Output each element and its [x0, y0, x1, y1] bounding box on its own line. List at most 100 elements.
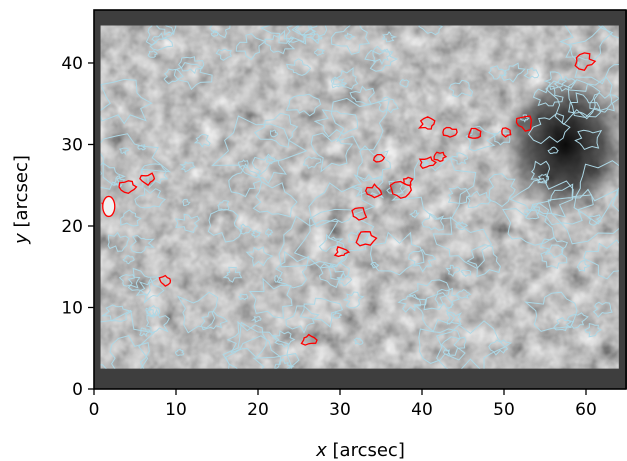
- brightness-contour: [146, 305, 161, 318]
- brightness-contour: [225, 335, 282, 369]
- bright-patch: [102, 195, 116, 218]
- brightness-contour: [409, 209, 420, 219]
- brightness-contour: [239, 223, 253, 235]
- brightness-contour: [176, 291, 219, 334]
- brightness-contour: [179, 161, 196, 173]
- brightness-contour: [245, 246, 274, 267]
- brightness-contour: [539, 237, 568, 259]
- brightness-contour: [523, 67, 540, 79]
- red-contour: [515, 115, 532, 132]
- brightness-contour: [285, 58, 312, 76]
- brightness-contour: [118, 147, 129, 156]
- brightness-contour: [107, 231, 130, 252]
- brightness-contour: [100, 162, 127, 190]
- brightness-contour: [250, 229, 262, 238]
- brightness-contour: [421, 212, 445, 231]
- brightness-contour: [465, 190, 492, 208]
- brightness-contour: [501, 62, 527, 83]
- y-axis-label-unit: [arcsec]: [11, 155, 32, 233]
- brightness-contour: [163, 68, 185, 85]
- red-contour: [417, 116, 436, 130]
- brightness-contour: [537, 173, 550, 184]
- brightness-contour: [215, 48, 233, 61]
- brightness-contour: [332, 311, 343, 319]
- red-contour: [418, 156, 437, 170]
- brightness-contour: [118, 274, 141, 289]
- red-contour: [139, 172, 156, 187]
- brightness-contour: [446, 311, 462, 326]
- brightness-contour: [527, 112, 571, 145]
- brightness-contour: [573, 160, 619, 225]
- brightness-contour: [252, 353, 300, 369]
- brightness-contour: [524, 204, 540, 220]
- red-contour: [442, 126, 458, 138]
- brightness-contour: [100, 309, 156, 369]
- brightness-contour: [584, 322, 603, 338]
- brightness-contour: [139, 327, 151, 338]
- brightness-contour: [100, 78, 153, 125]
- red-contour: [574, 52, 597, 71]
- brightness-contour: [455, 289, 472, 299]
- brightness-contour: [589, 92, 619, 113]
- brightness-contour: [113, 174, 126, 189]
- brightness-contour: [237, 159, 249, 168]
- brightness-contour: [130, 234, 156, 254]
- brightness-contour: [454, 221, 469, 231]
- brightness-contour: [211, 115, 308, 179]
- red-contour: [355, 231, 378, 247]
- red-contour: [402, 176, 414, 186]
- red-contour: [300, 333, 318, 346]
- brightness-contour: [353, 337, 364, 345]
- brightness-contour: [100, 304, 133, 322]
- brightness-contour: [566, 312, 589, 329]
- brightness-contour: [530, 160, 551, 184]
- red-contour: [501, 127, 512, 138]
- plot-frame: [93, 9, 627, 390]
- brightness-contour: [228, 163, 262, 198]
- brightness-contour: [333, 67, 359, 90]
- x-tick-label: 0: [89, 400, 100, 420]
- brightness-contour: [559, 25, 614, 61]
- x-tick-label: 20: [247, 400, 269, 420]
- brightness-contour: [330, 76, 348, 89]
- red-contour: [118, 180, 138, 195]
- brightness-contour: [207, 208, 243, 243]
- brightness-contour: [145, 308, 170, 334]
- intensity-image: [100, 25, 619, 369]
- brightness-contour: [465, 125, 498, 152]
- brightness-contour: [445, 264, 461, 278]
- axis-ticks: 0 10 20 30 40 50 60 0 10 20 30 40: [61, 54, 596, 420]
- brightness-contour: [318, 263, 345, 288]
- brightness-contour: [344, 32, 356, 40]
- brightness-contour: [576, 259, 591, 272]
- brightness-contour: [488, 65, 507, 80]
- brightness-contour: [253, 112, 299, 148]
- brightness-contour: [330, 25, 371, 55]
- brightness-contour: [222, 266, 243, 283]
- red-contour: [364, 183, 383, 199]
- brightness-contour: [413, 292, 456, 333]
- x-axis-label-var: x: [315, 440, 327, 461]
- brightness-contour: [174, 213, 200, 234]
- brightness-contour: [285, 93, 322, 117]
- brightness-contour: [209, 25, 231, 39]
- brightness-contour: [466, 244, 501, 278]
- brightness-contour: [274, 358, 295, 369]
- brightness-contour: [217, 200, 230, 211]
- x-axis-label: x [arcsec]: [315, 440, 405, 461]
- brightness-contour: [540, 244, 568, 269]
- contour-overlay: [100, 25, 619, 369]
- brightness-contour: [440, 336, 467, 356]
- brightness-contour: [122, 255, 135, 265]
- brightness-contour: [553, 317, 573, 332]
- brightness-contour: [226, 320, 268, 359]
- brightness-contour: [127, 267, 161, 297]
- brightness-contour: [583, 239, 619, 280]
- brightness-contour: [120, 209, 142, 227]
- brightness-contour: [524, 291, 578, 332]
- brightness-contour: [364, 48, 399, 72]
- brightness-contour: [252, 181, 298, 218]
- brightness-contour: [174, 348, 185, 357]
- brightness-contour: [492, 130, 511, 146]
- y-axis-label-var: y: [11, 233, 32, 245]
